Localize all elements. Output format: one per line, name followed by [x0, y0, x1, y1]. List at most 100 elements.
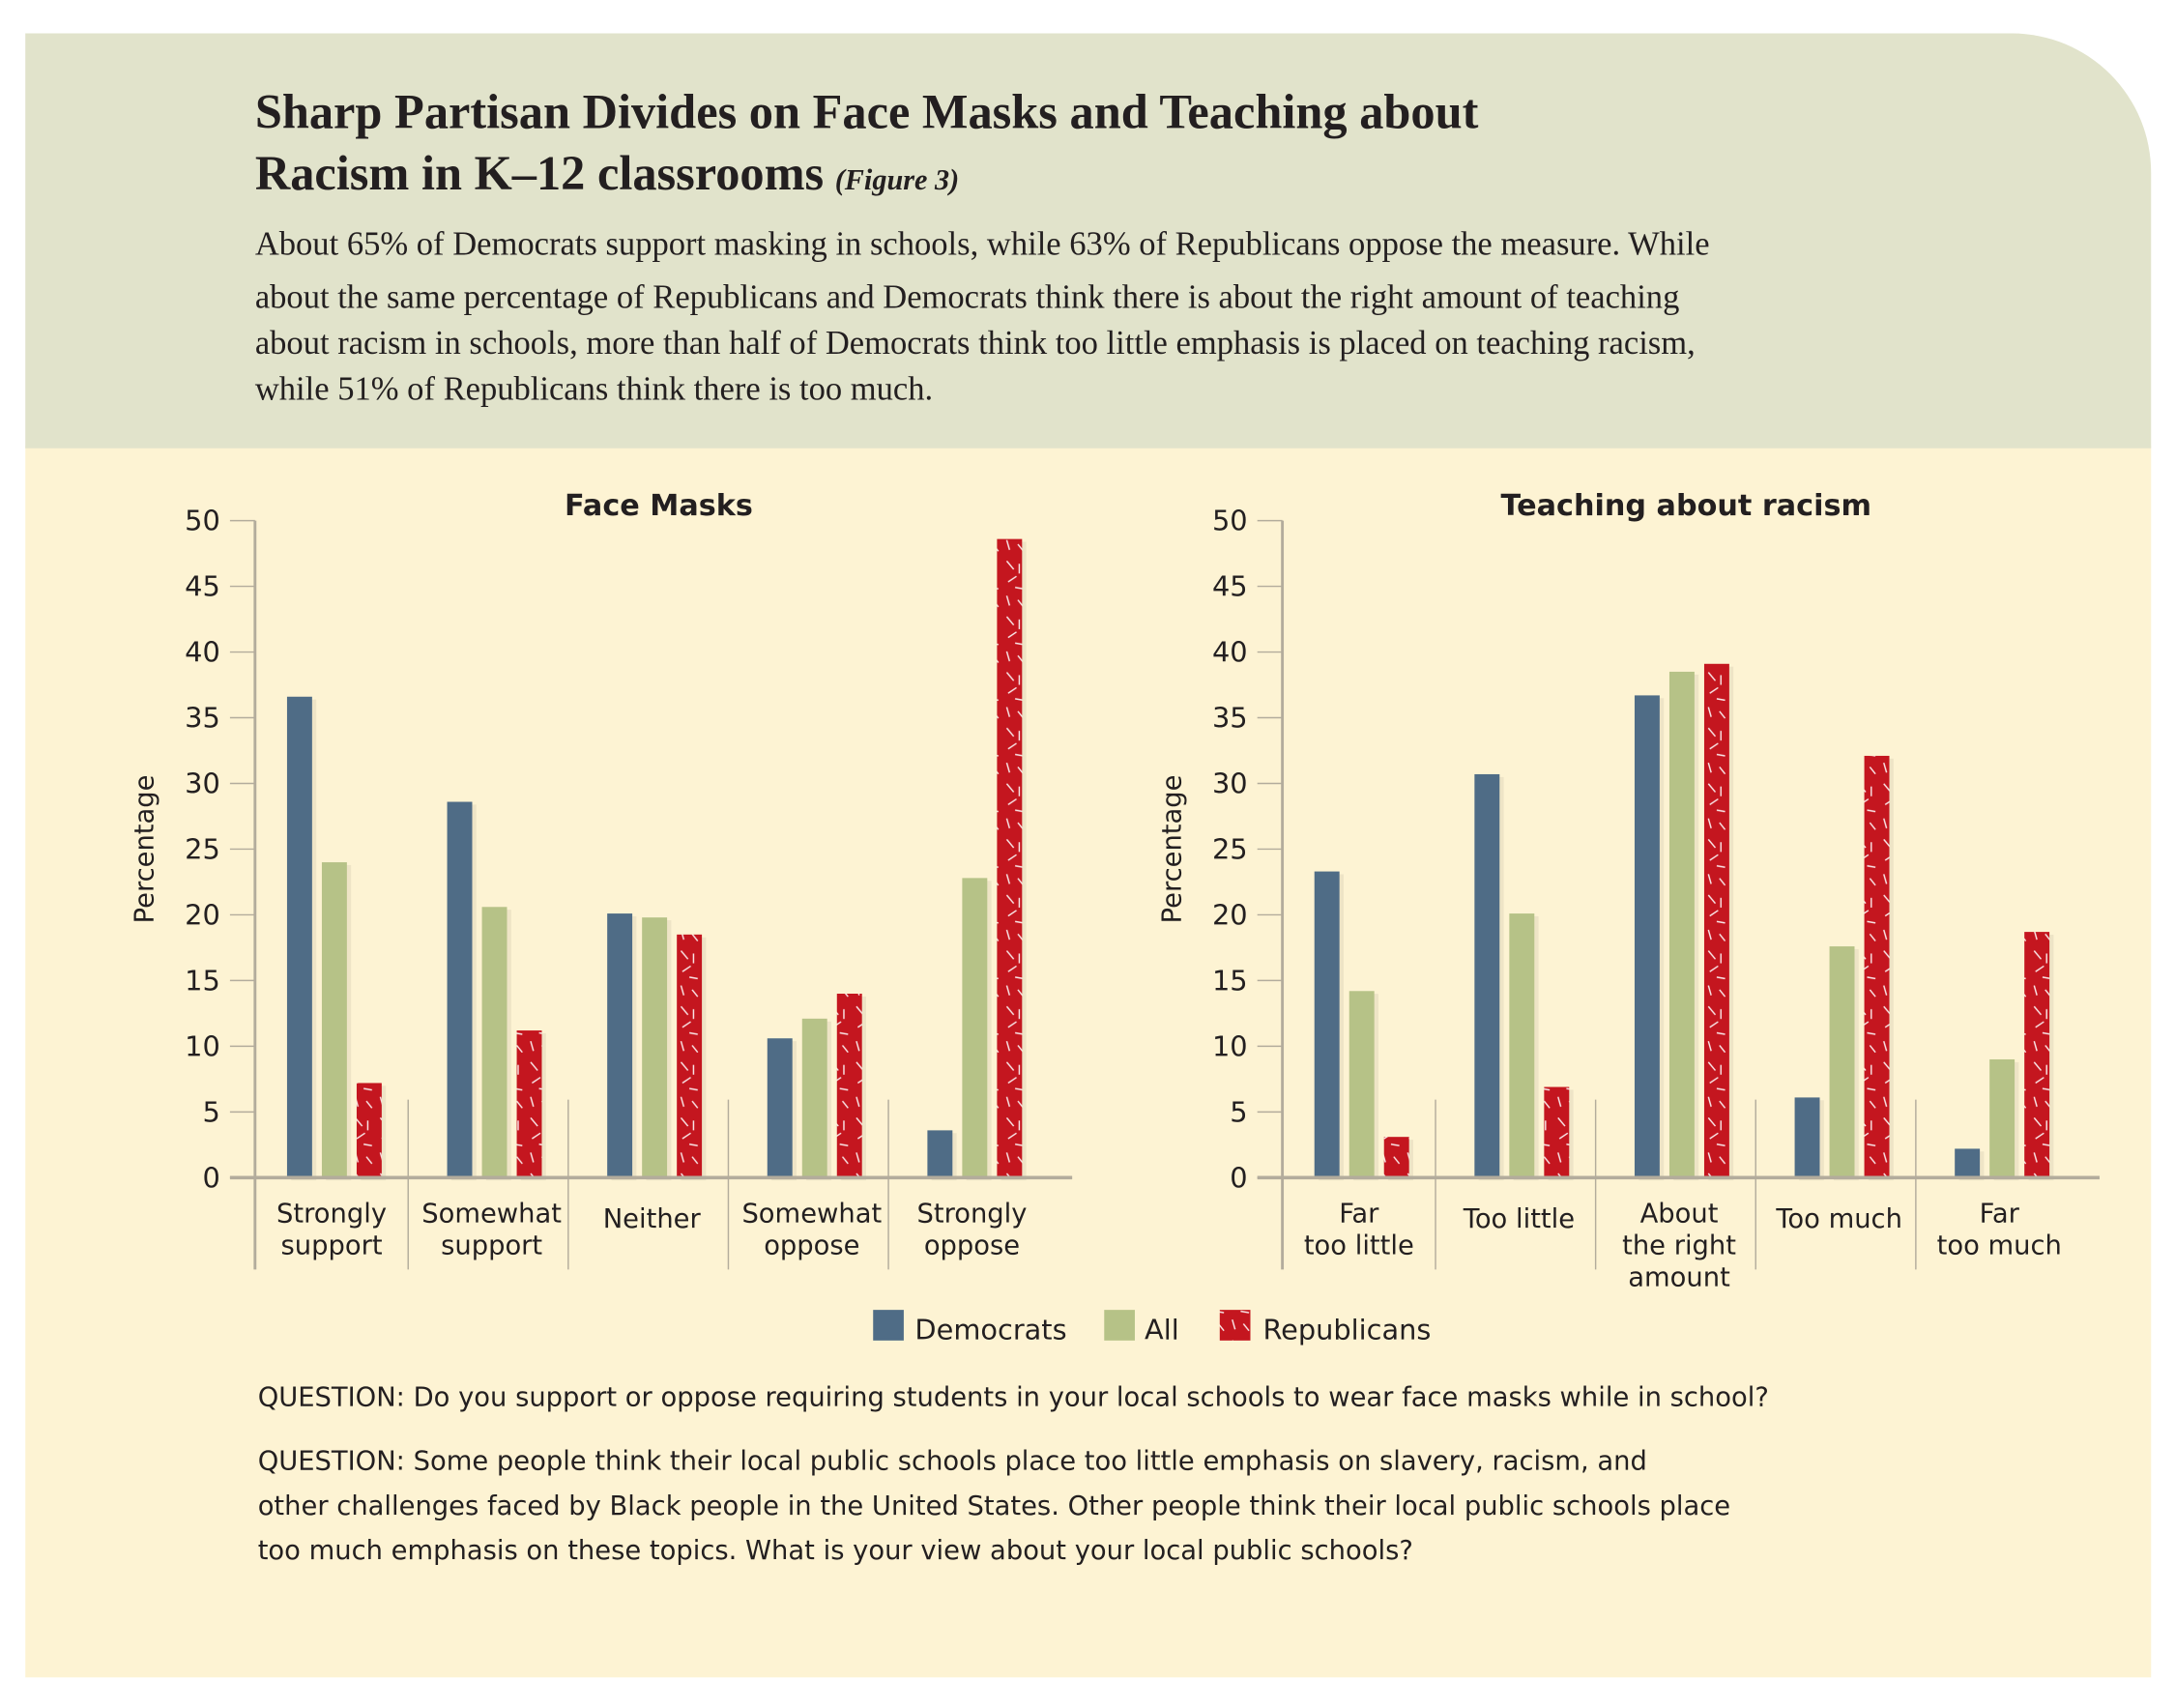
- bar-republicans: [356, 1083, 382, 1178]
- chart-title: Teaching about racism: [1501, 489, 1871, 523]
- category-label: support: [441, 1231, 542, 1261]
- question-racism-line: too much emphasis on these topics. What …: [258, 1536, 1413, 1566]
- y-tick-label: 0: [1230, 1161, 1247, 1194]
- legend-swatch-republicans: [1219, 1310, 1251, 1341]
- y-tick-label: 50: [1212, 505, 1248, 537]
- category-label: amount: [1628, 1263, 1730, 1293]
- bar-republicans: [2024, 932, 2050, 1178]
- bar-all: [481, 907, 508, 1178]
- teaching-racism-chart: Teaching about racism Percentage 0 5 10 15 20 2…: [1157, 489, 2100, 1293]
- chart-title: Face Masks: [565, 489, 753, 523]
- y-tick-label: 15: [185, 964, 220, 997]
- panel-background: [25, 445, 2152, 1678]
- description-line: while 51% of Republicans think there is …: [255, 370, 933, 407]
- bar-democrats: [1314, 871, 1340, 1178]
- figure-description: About 65% of Democrats support masking i…: [255, 226, 1710, 408]
- category-label: oppose: [924, 1231, 1020, 1261]
- question-racism-line: QUESTION: Some people think their local …: [258, 1447, 1647, 1477]
- category-label: Somewhat: [421, 1199, 562, 1229]
- figure-ref: (Figure 3): [835, 163, 960, 196]
- question-racism-line: other challenges faced by Black people i…: [258, 1491, 1730, 1521]
- bar-all: [1668, 671, 1695, 1178]
- bar-republicans: [836, 993, 862, 1178]
- bar-republicans: [1703, 663, 1729, 1178]
- bar-democrats: [927, 1130, 953, 1178]
- y-tick-label: 25: [185, 833, 220, 866]
- figure-title-line2: Racism in K–12 classrooms (Figure 3): [255, 146, 959, 200]
- description-line: about racism in schools, more than half …: [255, 325, 1696, 362]
- y-tick-label: 35: [185, 702, 220, 735]
- y-tick-label: 40: [1212, 636, 1248, 669]
- category-label: too much: [1937, 1231, 2062, 1261]
- bar-republicans: [1864, 755, 1890, 1178]
- legend: Democrats All Republicans: [873, 1310, 1431, 1346]
- header-background: [25, 33, 2152, 449]
- legend-swatch-democrats: [873, 1310, 904, 1341]
- category-label: too little: [1304, 1231, 1414, 1261]
- y-tick-label: 5: [1230, 1095, 1247, 1128]
- category-label: Strongly: [276, 1199, 387, 1229]
- y-tick-label: 15: [1212, 964, 1248, 997]
- bar-all: [1989, 1058, 2016, 1178]
- category-label: oppose: [764, 1231, 859, 1261]
- category-label: support: [281, 1231, 383, 1261]
- category-label: Too little: [1463, 1204, 1575, 1234]
- y-tick-label: 25: [1212, 833, 1248, 866]
- bar-republicans: [516, 1030, 542, 1178]
- category-label: Somewhat: [741, 1199, 882, 1229]
- legend-swatch-all: [1104, 1310, 1135, 1341]
- category-label: Too much: [1775, 1204, 1902, 1234]
- legend-label-all: All: [1145, 1313, 1179, 1346]
- y-tick-label: 30: [185, 767, 220, 800]
- question-masks: QUESTION: Do you support or oppose requi…: [258, 1382, 1769, 1412]
- bar-democrats: [1794, 1097, 1820, 1178]
- bar-republicans: [677, 934, 703, 1178]
- bar-all: [801, 1018, 827, 1178]
- bar-democrats: [447, 801, 473, 1178]
- bar-republicans: [1383, 1137, 1409, 1178]
- face-masks-chart: Face Masks Percentage 0 5 10 15 20 25 30 35 40 45 50…: [130, 489, 1073, 1270]
- y-axis-label: Percentage: [1157, 774, 1187, 923]
- bar-all: [962, 878, 988, 1178]
- y-tick-label: 30: [1212, 767, 1248, 800]
- y-tick-label: 35: [1212, 702, 1248, 735]
- bar-democrats: [607, 913, 633, 1178]
- bar-democrats: [767, 1038, 793, 1178]
- description-line: about the same percentage of Republicans…: [255, 278, 1680, 315]
- y-tick-label: 20: [1212, 899, 1248, 932]
- y-tick-label: 10: [1212, 1029, 1248, 1062]
- survey-questions: QUESTION: Do you support or oppose requi…: [258, 1382, 1769, 1565]
- y-tick-label: 20: [185, 899, 220, 932]
- y-tick-label: 0: [202, 1161, 219, 1194]
- y-tick-label: 5: [202, 1095, 219, 1128]
- y-axis-label: Percentage: [130, 774, 160, 923]
- y-tick-label: 10: [185, 1029, 220, 1062]
- category-label: Far: [1339, 1199, 1379, 1229]
- category-label: Far: [1980, 1199, 2020, 1229]
- bar-all: [1509, 913, 1535, 1178]
- category-label: Neither: [603, 1204, 702, 1234]
- legend-label-republicans: Republicans: [1262, 1313, 1431, 1346]
- category-label: the right: [1622, 1231, 1736, 1261]
- description-line: About 65% of Democrats support masking i…: [255, 226, 1710, 263]
- category-label: Strongly: [916, 1199, 1027, 1229]
- bar-republicans: [1544, 1086, 1570, 1178]
- figure-title-line1: Sharp Partisan Divides on Face Masks and…: [255, 84, 1479, 138]
- y-tick-label: 40: [185, 636, 220, 669]
- y-tick-label: 45: [1212, 570, 1248, 603]
- bar-republicans: [997, 538, 1023, 1178]
- bar-all: [642, 917, 668, 1178]
- y-tick-label: 50: [185, 505, 220, 537]
- bar-democrats: [1634, 695, 1660, 1178]
- bar-all: [321, 862, 347, 1178]
- bar-all: [1348, 991, 1375, 1178]
- category-label: About: [1640, 1199, 1719, 1229]
- bar-democrats: [1955, 1148, 1981, 1178]
- y-tick-label: 45: [185, 570, 220, 603]
- legend-label-democrats: Democrats: [914, 1313, 1066, 1346]
- bar-all: [1829, 946, 1855, 1178]
- title-line2-text: Racism in K–12 classrooms: [255, 146, 824, 200]
- bar-democrats: [286, 696, 312, 1178]
- bar-democrats: [1474, 773, 1500, 1178]
